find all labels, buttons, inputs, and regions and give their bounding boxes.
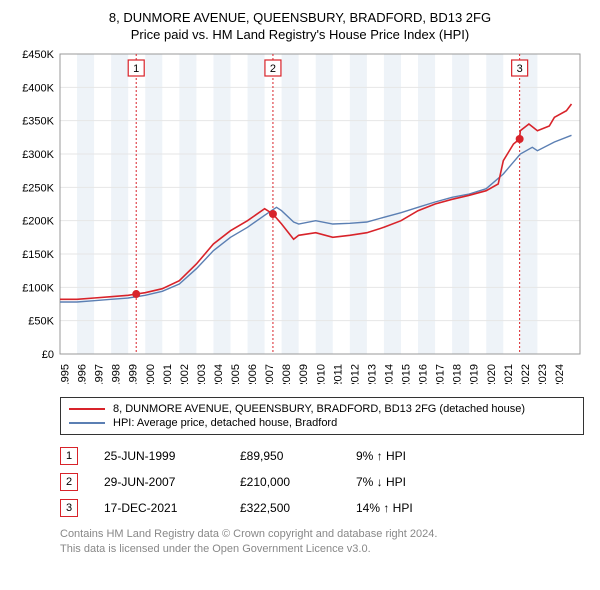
x-tick-label: 2000 xyxy=(145,364,157,384)
chart-title-line1: 8, DUNMORE AVENUE, QUEENSBURY, BRADFORD,… xyxy=(12,10,588,25)
x-tick-label: 2004 xyxy=(213,364,225,384)
chart-area: £0 £50K £100K £150K £200K £250K £300K £350K £400… xyxy=(12,44,588,389)
event-delta: 9% ↑ HPI xyxy=(356,449,496,463)
x-tick-label: 1996 xyxy=(77,364,89,384)
x-tick-label: 2008 xyxy=(281,364,293,384)
event-date: 29-JUN-2007 xyxy=(104,475,224,489)
x-tick-label: 2024 xyxy=(554,364,566,384)
legend-swatch xyxy=(69,408,105,410)
event-row: 1 25-JUN-1999 £89,950 9% ↑ HPI xyxy=(60,443,584,469)
event-delta: 14% ↑ HPI xyxy=(356,501,496,515)
event-delta: 7% ↓ HPI xyxy=(356,475,496,489)
x-tick-label: 1995 xyxy=(60,364,72,384)
y-tick-label: £250K xyxy=(22,182,54,194)
x-tick-label: 2002 xyxy=(179,364,191,384)
event-row: 3 17-DEC-2021 £322,500 14% ↑ HPI xyxy=(60,495,584,521)
x-tick-label: 2003 xyxy=(196,364,208,384)
event-price: £322,500 xyxy=(240,501,340,515)
x-tick-label: 2005 xyxy=(230,364,242,384)
event-date: 25-JUN-1999 xyxy=(104,449,224,463)
x-tick-label: 2006 xyxy=(247,364,259,384)
price-chart-svg: £0 £50K £100K £150K £200K £250K £300K £350K £400… xyxy=(12,44,588,384)
y-tick-label: £300K xyxy=(22,149,54,161)
y-tick-label: £350K xyxy=(22,116,54,128)
event-row: 2 29-JUN-2007 £210,000 7% ↓ HPI xyxy=(60,469,584,495)
sale-dot xyxy=(516,135,524,143)
y-tick-label: £150K xyxy=(22,249,54,261)
x-tick-label: 2011 xyxy=(332,364,344,384)
x-tick-label: 2021 xyxy=(503,364,515,384)
x-tick-label: 2001 xyxy=(162,364,174,384)
x-tick-label: 2015 xyxy=(401,364,413,384)
y-tick-label: £100K xyxy=(22,282,54,294)
sale-dot xyxy=(132,290,140,298)
x-tick-label: 2009 xyxy=(298,364,310,384)
y-tick-label: £450K xyxy=(22,49,54,61)
x-tick-label: 2014 xyxy=(383,364,395,384)
x-tick-label: 2010 xyxy=(315,364,327,384)
event-date: 17-DEC-2021 xyxy=(104,501,224,515)
y-tick-label: £200K xyxy=(22,216,54,228)
chart-title-line2: Price paid vs. HM Land Registry's House … xyxy=(12,27,588,42)
event-marker-number: 3 xyxy=(517,63,523,75)
event-marker: 1 xyxy=(60,447,78,465)
y-tick-label: £0 xyxy=(42,349,54,361)
x-tick-label: 2020 xyxy=(486,364,498,384)
event-price: £89,950 xyxy=(240,449,340,463)
footer-line-1: Contains HM Land Registry data © Crown c… xyxy=(60,527,584,542)
y-tick-label: £50K xyxy=(28,316,54,328)
event-marker: 3 xyxy=(60,499,78,517)
x-tick-label: 1999 xyxy=(128,364,140,384)
event-marker-number: 2 xyxy=(270,63,276,75)
chart-legend: 8, DUNMORE AVENUE, QUEENSBURY, BRADFORD,… xyxy=(60,397,584,435)
sale-events-table: 1 25-JUN-1999 £89,950 9% ↑ HPI 2 29-JUN-2007 £… xyxy=(60,443,584,521)
x-tick-label: 2019 xyxy=(469,364,481,384)
x-tick-label: 2012 xyxy=(349,364,361,384)
legend-row: 8, DUNMORE AVENUE, QUEENSBURY, BRADFORD,… xyxy=(69,402,575,416)
x-tick-label: 2007 xyxy=(264,364,276,384)
x-tick-label: 2023 xyxy=(537,364,549,384)
event-price: £210,000 xyxy=(240,475,340,489)
x-tick-label: 2017 xyxy=(435,364,447,384)
x-tick-label: 2016 xyxy=(418,364,430,384)
legend-label: 8, DUNMORE AVENUE, QUEENSBURY, BRADFORD,… xyxy=(113,403,525,415)
x-tick-label: 1998 xyxy=(111,364,123,384)
data-attribution: Contains HM Land Registry data © Crown c… xyxy=(60,527,584,557)
legend-label: HPI: Average price, detached house, Brad… xyxy=(113,417,337,429)
legend-swatch xyxy=(69,422,105,424)
x-tick-label: 2018 xyxy=(452,364,464,384)
event-marker: 2 xyxy=(60,473,78,491)
x-tick-label: 2013 xyxy=(366,364,378,384)
y-tick-label: £400K xyxy=(22,82,54,94)
event-marker-number: 1 xyxy=(133,63,139,75)
x-tick-label: 2022 xyxy=(520,364,532,384)
x-tick-label: 1997 xyxy=(94,364,106,384)
sale-dot xyxy=(269,210,277,218)
footer-line-2: This data is licensed under the Open Gov… xyxy=(60,542,584,557)
legend-row: HPI: Average price, detached house, Brad… xyxy=(69,416,575,430)
